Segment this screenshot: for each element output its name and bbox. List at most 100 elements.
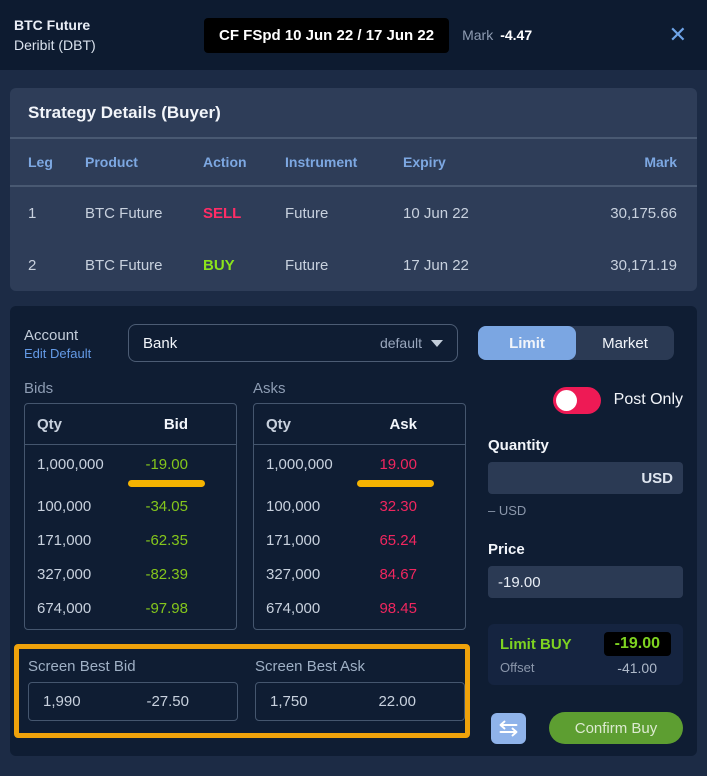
bid-qty: 674,000 [37,599,92,617]
quantity-subtext: – USD [488,503,527,518]
price-input[interactable]: -19.00 [488,566,683,598]
bid-price: -34.05 [145,497,188,515]
summary-side-label: Limit BUY [500,635,572,653]
leg-number: 1 [28,204,37,222]
screen-best-ask-price: 22.00 [378,693,416,710]
dialog-titlebar: BTC Future Deribit (DBT) CF FSpd 10 Jun … [0,0,707,70]
price-value: -19.00 [498,573,541,591]
asks-book: Asks Qty Ask 1,000,000 19.00 100,000 [253,380,466,630]
account-label: Account [24,327,79,344]
strategy-leg-row: 2 BTC Future BUY Future 17 Jun 22 30,171… [10,239,697,291]
ask-qty: 674,000 [266,599,321,617]
screen-best-ask-box[interactable]: 1,750 22.00 [255,682,465,721]
ask-row[interactable]: 171,000 65.24 [254,525,465,555]
bids-book: Bids Qty Bid 1,000,000 -19.00 100,000 [24,380,237,630]
col-header-mark: Mark [644,154,677,170]
offset-value: -41.00 [617,660,657,676]
caret-down-icon [431,339,443,347]
order-summary-box: Limit BUY -19.00 Offset -41.00 [488,624,683,685]
strategy-leg-row: 1 BTC Future SELL Future 10 Jun 22 30,17… [10,187,697,239]
mark-group: Mark -4.47 [462,27,532,43]
ask-price: 19.00 [379,455,417,473]
limit-tab[interactable]: Limit [478,326,576,360]
asks-table: Qty Ask 1,000,000 19.00 100,000 32.30 [253,403,466,630]
annotation-underline-ask [357,480,434,487]
quantity-input[interactable]: USD [488,462,683,494]
ask-row[interactable]: 674,000 98.45 [254,593,465,623]
screen-best-ask-qty: 1,750 [270,693,308,710]
col-header-expiry: Expiry [403,154,446,170]
ask-price: 98.45 [379,599,417,617]
bid-row[interactable]: 327,000 -82.39 [25,559,236,589]
bids-price-header: Bid [163,415,188,433]
bids-table: Qty Bid 1,000,000 -19.00 100,000 -34.05 [24,403,237,630]
ask-row[interactable]: 327,000 84.67 [254,559,465,589]
edit-default-link[interactable]: Edit Default [24,346,92,361]
strategy-table-header: Leg Product Action Instrument Expiry Mar… [10,139,697,187]
ask-qty: 1,000,000 [266,455,333,473]
leg-mark: 30,175.66 [610,204,677,222]
col-header-leg: Leg [28,154,53,170]
account-name: Bank [143,334,178,352]
close-icon[interactable]: ✕ [668,22,687,47]
strategy-details-panel: Strategy Details (Buyer) Leg Product Act… [10,88,697,291]
product-title-block: BTC Future Deribit (DBT) [14,15,204,56]
summary-price: -19.00 [603,632,671,656]
ask-row[interactable]: 1,000,000 19.00 [254,449,465,479]
bid-row[interactable]: 100,000 -34.05 [25,491,236,521]
screen-best-bid-block: Screen Best Bid 1,990 -27.50 [28,658,238,721]
annotation-highlight-box: Screen Best Bid 1,990 -27.50 Screen Best… [14,644,470,738]
leg-product: BTC Future [85,256,163,274]
ask-price: 32.30 [379,497,417,515]
screen-best-ask-label: Screen Best Ask [255,658,366,675]
venue-name: Deribit (DBT) [14,36,96,53]
account-dropdown[interactable]: Bank default [128,324,458,362]
annotation-underline-bid [128,480,205,487]
mark-label: Mark [462,27,494,43]
bid-price: -82.39 [145,565,188,583]
post-only-label: Post Only [613,391,683,408]
bid-qty: 1,000,000 [37,455,104,473]
leg-product: BTC Future [85,204,163,222]
ask-qty: 171,000 [266,531,321,549]
bids-qty-header: Qty [37,415,63,433]
bid-row[interactable]: 171,000 -62.35 [25,525,236,555]
bids-table-header: Qty Bid [25,404,236,445]
leg-expiry: 17 Jun 22 [403,256,469,274]
screen-best-bid-label: Screen Best Bid [28,658,136,675]
bid-price: -97.98 [145,599,188,617]
quantity-label: Quantity [488,437,549,454]
bid-price: -62.35 [145,531,188,549]
confirm-buy-button[interactable]: Confirm Buy [549,712,683,744]
mark-value: -4.47 [500,27,533,43]
ask-price: 84.67 [379,565,417,583]
col-header-action: Action [203,154,247,170]
ask-qty: 100,000 [266,497,321,515]
asks-price-header: Ask [389,415,417,433]
leg-instrument: Future [285,256,329,274]
bid-row[interactable]: 674,000 -97.98 [25,593,236,623]
col-header-instrument: Instrument [285,154,358,170]
bid-qty: 327,000 [37,565,92,583]
bid-row[interactable]: 1,000,000 -19.00 [25,449,236,479]
bids-title: Bids [24,380,54,397]
leg-instrument: Future [285,204,329,222]
leg-action: SELL [203,204,242,222]
account-profile: default [379,335,422,351]
screen-best-bid-qty: 1,990 [43,693,81,710]
market-tab[interactable]: Market [602,334,648,352]
leg-action: BUY [203,256,235,274]
leg-expiry: 10 Jun 22 [403,204,469,222]
strategy-title: Strategy Details (Buyer) [10,88,697,139]
offset-label: Offset [500,660,535,675]
left-right-arrows-icon [499,720,518,736]
ask-row[interactable]: 100,000 32.30 [254,491,465,521]
order-type-toggle: Limit Market [478,326,674,360]
leg-number: 2 [28,256,37,274]
screen-best-ask-block: Screen Best Ask 1,750 22.00 [255,658,465,721]
post-only-toggle[interactable] [552,386,601,414]
swap-side-button[interactable] [491,712,526,744]
bid-qty: 171,000 [37,531,92,549]
asks-qty-header: Qty [266,415,292,433]
screen-best-bid-box[interactable]: 1,990 -27.50 [28,682,238,721]
